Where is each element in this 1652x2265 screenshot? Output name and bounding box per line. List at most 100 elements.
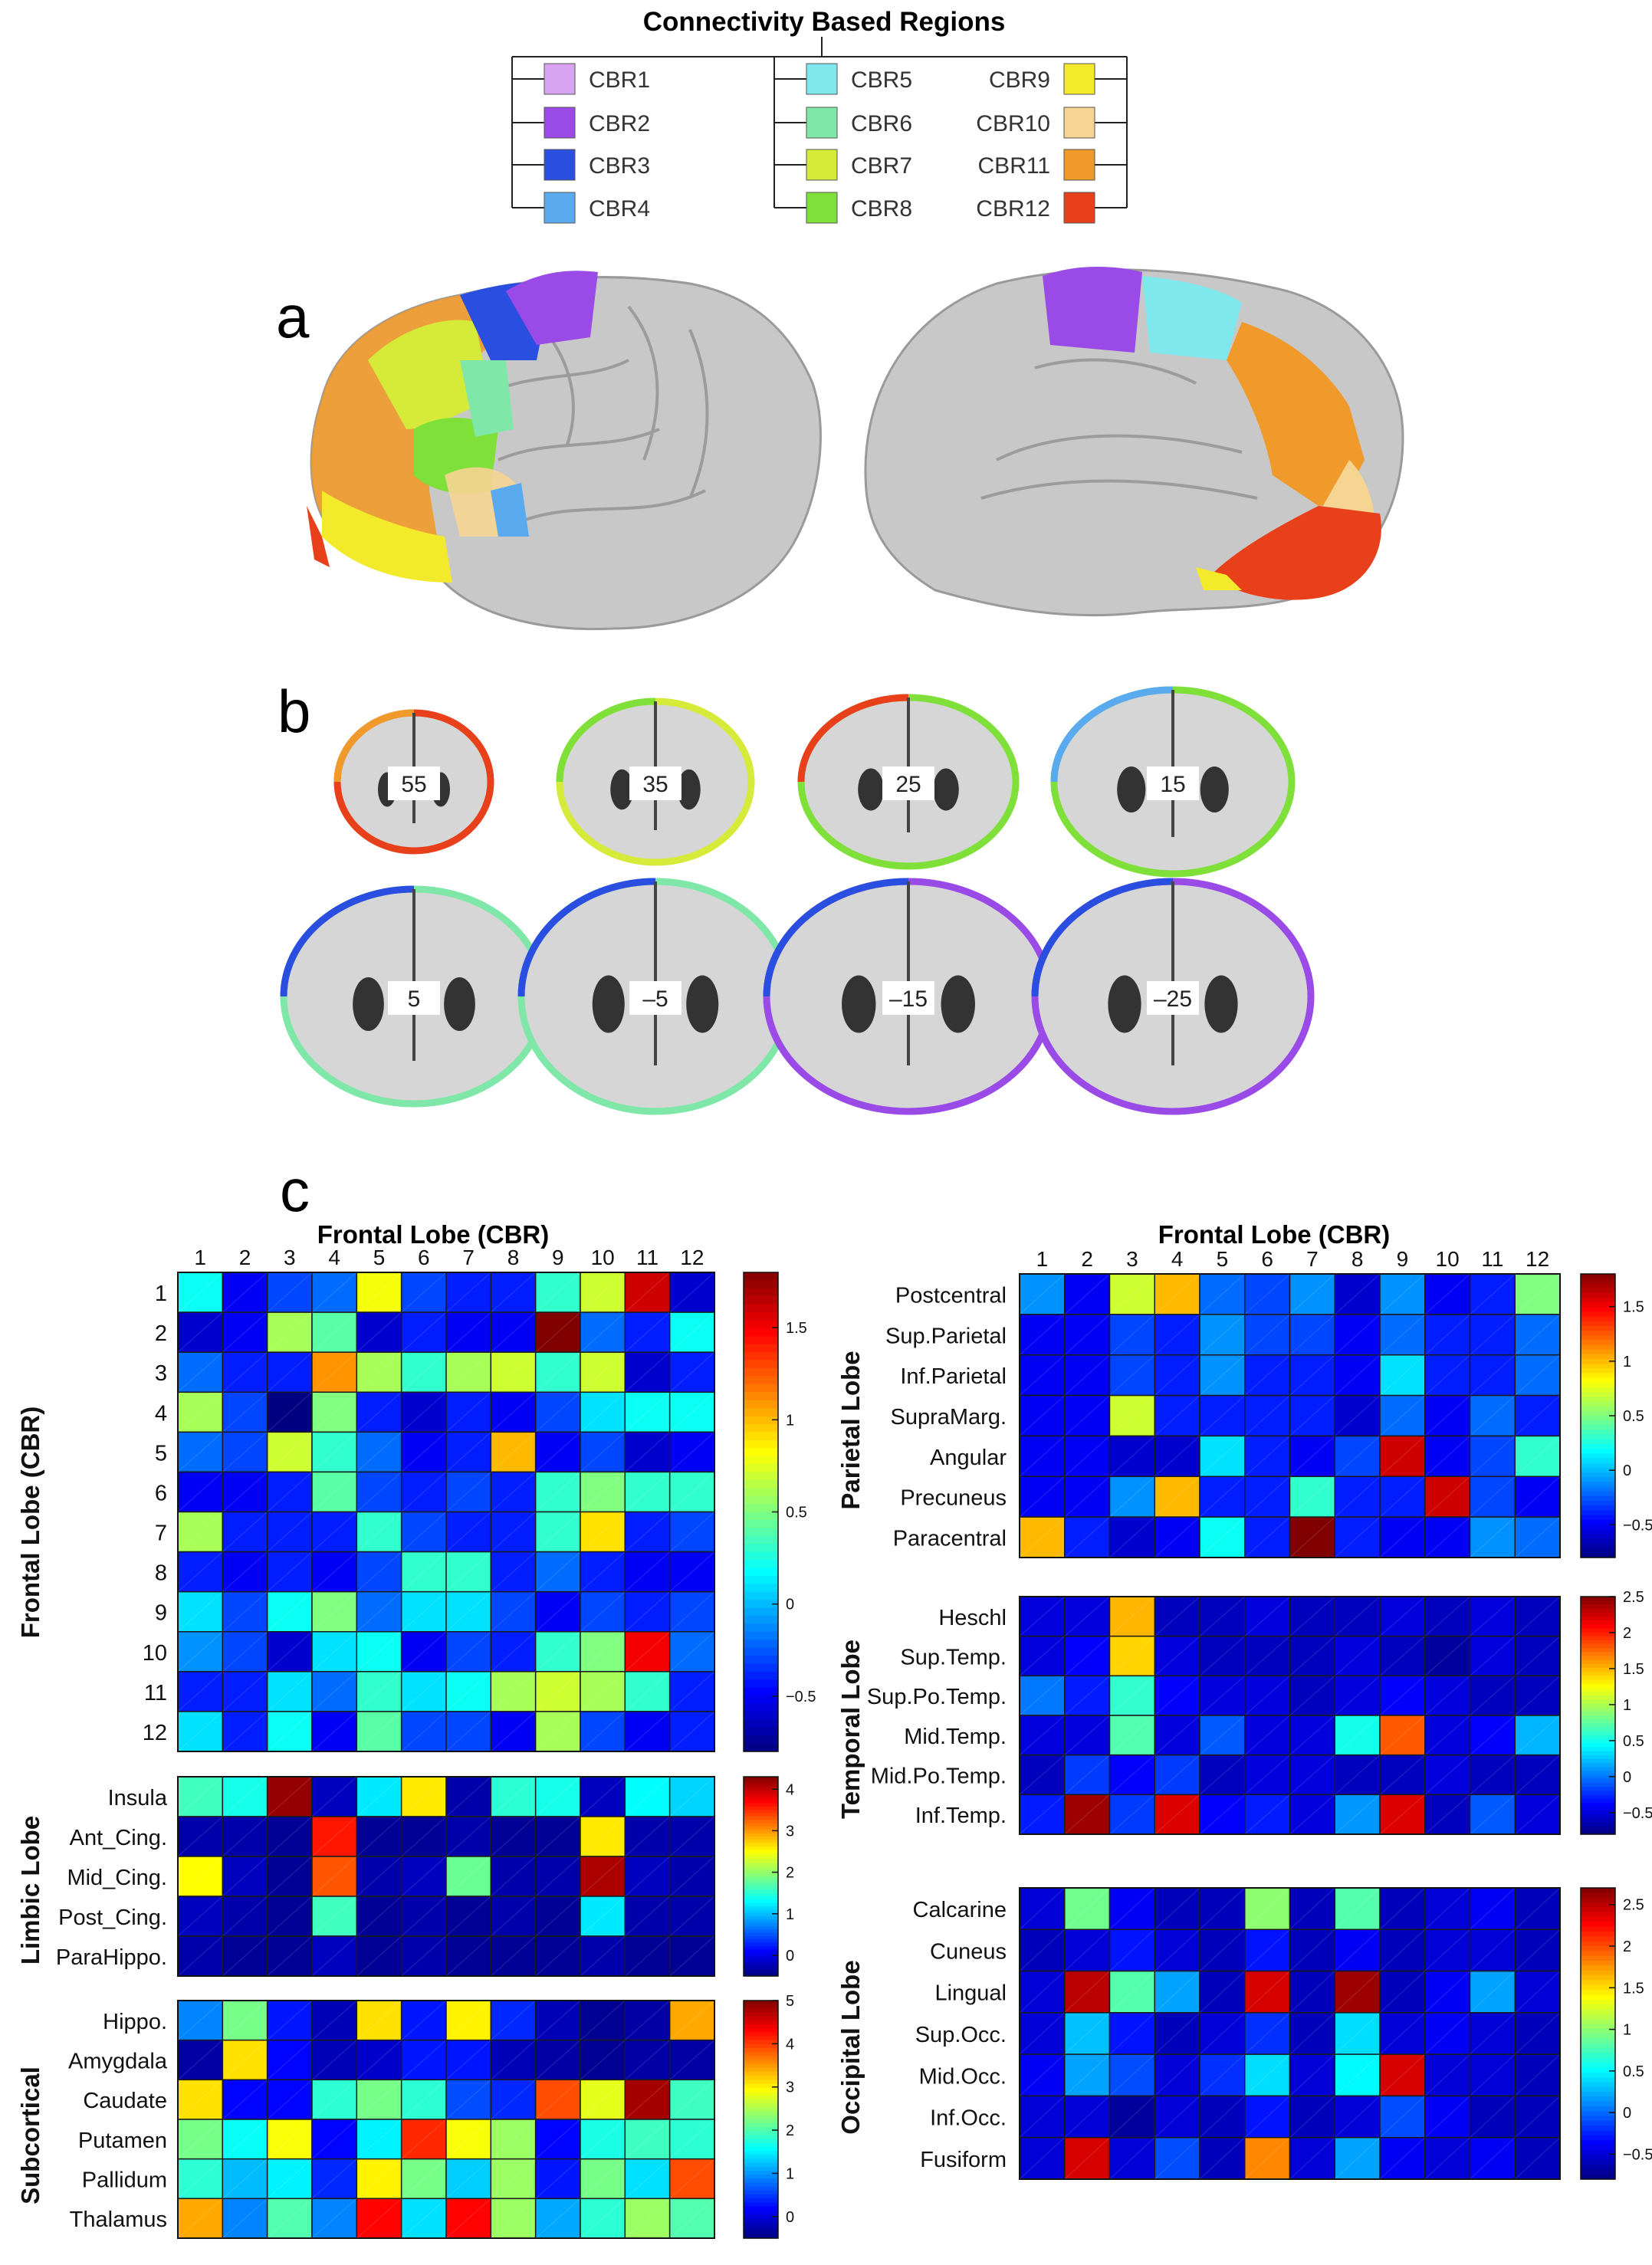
heatmap-cell xyxy=(400,2000,447,2041)
col-label: 10 xyxy=(591,1246,615,1269)
heatmap-cell xyxy=(1064,1754,1111,1796)
heatmap-cell xyxy=(445,1631,492,1672)
col-label: 5 xyxy=(1217,1247,1229,1271)
colorbar-tick: 2 xyxy=(1623,1938,1631,1955)
heatmap-cell xyxy=(222,1431,268,1473)
heatmap-cell xyxy=(534,1896,581,1937)
heatmap-ylabel: Occipital Lobe xyxy=(836,1960,865,2134)
heatmap-cell xyxy=(1514,1675,1561,1716)
heatmap: Postcentral Sup.Parietal Inf.Parietal Supra… xyxy=(836,1247,1652,1558)
heatmap-cell xyxy=(580,1551,626,1593)
col-label: 8 xyxy=(507,1246,520,1269)
heatmap-ylabel: Subcortical xyxy=(16,2066,44,2204)
col-label: 2 xyxy=(1081,1247,1093,1271)
coronal-slice: –25 xyxy=(1031,878,1315,1115)
heatmap-cell xyxy=(356,1511,402,1553)
heatmap-cell xyxy=(1064,2053,1111,2097)
heatmap-cell xyxy=(1154,1635,1200,1677)
heatmap-cell xyxy=(1199,2095,1246,2139)
heatmap-cell xyxy=(490,1511,537,1553)
row-label: ParaHippo. xyxy=(56,1945,167,1970)
heatmap-cell xyxy=(222,1816,268,1857)
heatmap-cell xyxy=(1199,1354,1246,1397)
heatmap-cell xyxy=(1379,1635,1426,1677)
heatmap-cell xyxy=(668,2119,715,2160)
heatmap-cell xyxy=(356,1391,402,1433)
row-label: Insula xyxy=(108,1786,168,1810)
heatmap-cell xyxy=(1019,2095,1066,2139)
heatmap-cell xyxy=(534,1272,581,1313)
row-label: Thalamus xyxy=(70,2208,167,2232)
col-label: 9 xyxy=(1397,1247,1409,1271)
heatmap-cell xyxy=(1379,1715,1426,1756)
heatmap-cell xyxy=(1379,2136,1426,2180)
heatmap-cell xyxy=(490,1551,537,1593)
heatmap-cell xyxy=(1244,1970,1291,2014)
heatmap-cell xyxy=(490,2198,537,2239)
heatmap-cell xyxy=(1199,1929,1246,1972)
colorbar-tick: 1 xyxy=(1623,2022,1631,2039)
colorbar-tick: 1.5 xyxy=(1623,1661,1644,1678)
heatmap-cell xyxy=(1108,2012,1155,2055)
heatmap-cell xyxy=(668,2079,715,2120)
heatmap-cell xyxy=(445,1391,492,1433)
heatmap-cell xyxy=(580,1391,626,1433)
heatmap-cell xyxy=(1379,1273,1426,1315)
heatmap-cell xyxy=(1108,2136,1155,2180)
heatmap-cell xyxy=(1469,1675,1516,1716)
legend-item: CBR2 xyxy=(544,107,650,139)
heatmap-cell xyxy=(490,1816,537,1857)
heatmap-cell xyxy=(534,2000,581,2041)
heatmap-cell xyxy=(266,1935,313,1977)
heatmap-cell xyxy=(1199,1675,1246,1716)
legend-item: CBR8 xyxy=(806,192,912,224)
heatmap-ylabel: Parietal Lobe xyxy=(836,1351,865,1509)
heatmap-cell xyxy=(177,2079,224,2120)
row-label: 4 xyxy=(155,1401,167,1426)
heatmap-cell xyxy=(1379,1970,1426,2014)
heatmap-cell xyxy=(1424,1675,1471,1716)
heatmap-cell xyxy=(668,1631,715,1672)
heatmap-cell xyxy=(445,1935,492,1977)
heatmap-cell xyxy=(624,1856,671,1897)
heatmap-cell xyxy=(445,1431,492,1473)
heatmap-cell xyxy=(222,1551,268,1593)
heatmap-cell xyxy=(1064,1273,1111,1315)
heatmap-cell xyxy=(1424,1596,1471,1637)
heatmap-cell xyxy=(400,1631,447,1672)
colorbar-tick: 2 xyxy=(786,2122,794,2139)
colorbar-tick: 4 xyxy=(786,1781,794,1798)
heatmap-cell xyxy=(1108,1715,1155,1756)
row-label: 9 xyxy=(155,1601,167,1626)
heatmap-cell xyxy=(1064,1794,1111,1835)
heatmap-cell xyxy=(1469,2053,1516,2097)
colorbar-tick: 1.5 xyxy=(786,1320,807,1337)
heatmap-cell xyxy=(222,2198,268,2239)
heatmap-cell xyxy=(1289,1394,1335,1437)
heatmap-cell xyxy=(534,1471,581,1513)
row-label: Lingual xyxy=(934,1981,1007,2006)
heatmap-cell xyxy=(177,1351,224,1393)
row-label: 11 xyxy=(144,1681,167,1705)
heatmap-cell xyxy=(1334,2053,1381,2097)
heatmap-cell xyxy=(1244,2095,1291,2139)
heatmap-cell xyxy=(400,1711,447,1752)
heatmap-cell xyxy=(1514,1929,1561,1972)
heatmap-cell xyxy=(1064,1635,1111,1677)
heatmap-cell xyxy=(1154,1394,1200,1437)
heatmap-cell xyxy=(266,1351,313,1393)
heatmap-cell xyxy=(400,1935,447,1977)
colorbar: 2.5 2 1.5 1 0.5 0 −0.5 xyxy=(1580,1589,1652,1835)
heatmap-cell xyxy=(1019,1929,1066,1972)
heatmap-cell xyxy=(668,1391,715,1433)
heatmap-cell xyxy=(1064,2136,1111,2180)
heatmap-cell xyxy=(624,1776,671,1817)
legend-swatch xyxy=(544,107,576,139)
heatmap-cell xyxy=(490,1272,537,1313)
colorbar: 4 3 2 1 0 xyxy=(743,1776,794,1977)
row-label: 3 xyxy=(155,1361,167,1386)
heatmap-cell xyxy=(1289,1929,1335,1972)
colorbar-tick: 3 xyxy=(786,2080,794,2096)
